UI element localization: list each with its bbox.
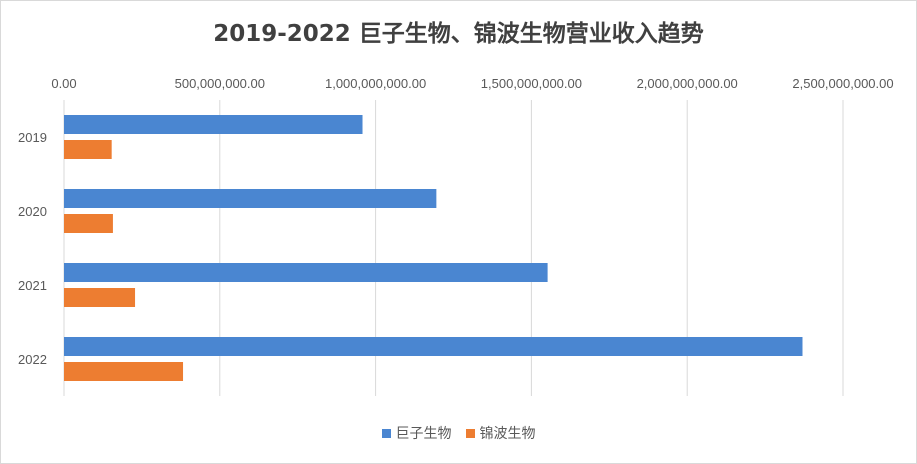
x-tick-label-4: 2,000,000,000.00 [637, 76, 738, 91]
bar-1-2019 [64, 115, 363, 134]
x-tick-label-0: 0.00 [51, 76, 76, 91]
legend: 巨子生物 锦波生物 [0, 423, 917, 443]
legend-swatch-series-2 [465, 428, 475, 438]
legend-label-series-1: 巨子生物 [395, 426, 452, 442]
y-tick-label-2019: 2019 [18, 130, 47, 145]
y-tick-label-2021: 2021 [18, 278, 47, 293]
x-tick-label-1: 500,000,000.00 [175, 76, 265, 91]
chart-title: 2019-2022 巨子生物、锦波生物营业收入趋势 [213, 21, 704, 47]
bar-2-2019 [64, 140, 112, 159]
bar-1-2022 [64, 337, 803, 356]
legend-label-series-2: 锦波生物 [479, 426, 536, 442]
x-tick-label-2: 1,000,000,000.00 [325, 76, 426, 91]
y-tick-label-2022: 2022 [18, 352, 47, 367]
y-tick-label-2020: 2020 [18, 204, 47, 219]
bar-1-2020 [64, 189, 437, 208]
legend-item-series-2: 锦波生物 [465, 423, 536, 443]
legend-item-series-1: 巨子生物 [381, 423, 452, 443]
bar-2-2020 [64, 214, 113, 233]
legend-swatch-series-1 [381, 428, 391, 438]
bar-2-2021 [64, 288, 136, 307]
bar-1-2021 [64, 263, 548, 282]
x-tick-label-3: 1,500,000,000.00 [481, 76, 582, 91]
bar-2-2022 [64, 362, 184, 381]
x-tick-label-5: 2,500,000,000.00 [792, 76, 893, 91]
